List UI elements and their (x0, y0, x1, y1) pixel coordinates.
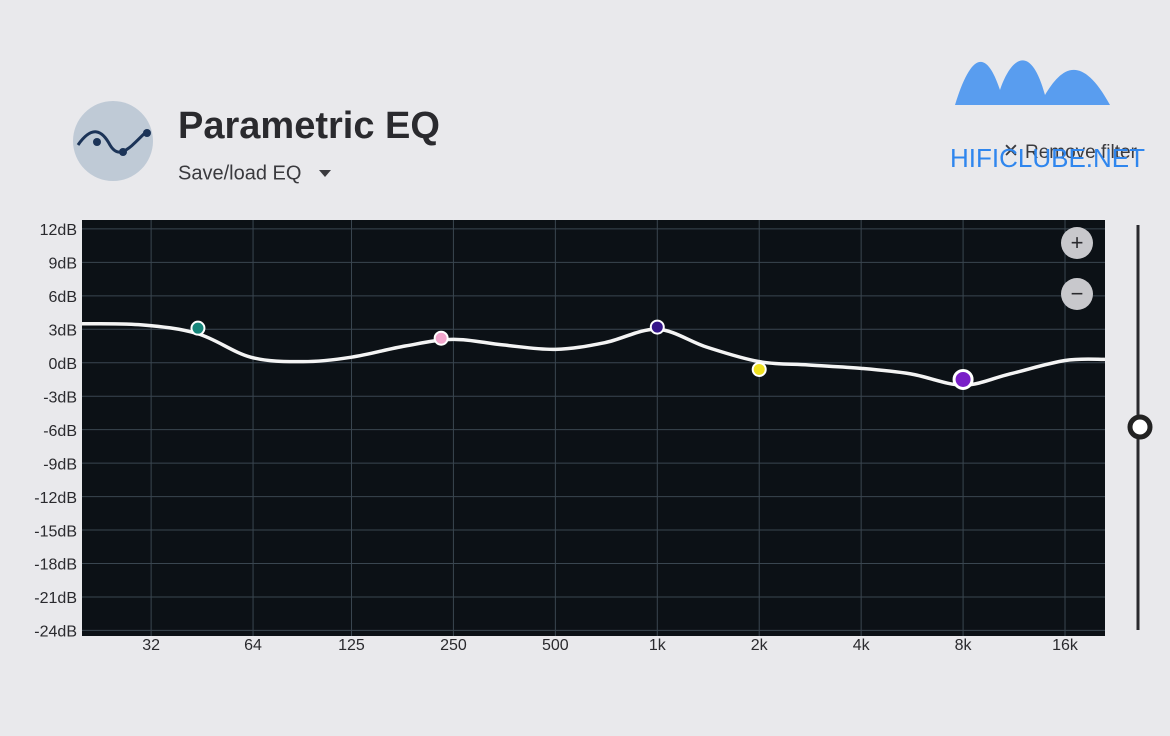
x-tick-label: 250 (440, 637, 467, 654)
eq-icon-curve (76, 128, 150, 154)
x-tick-label: 2k (751, 637, 769, 654)
y-tick-label: 3dB (49, 323, 77, 340)
filter-handle[interactable] (649, 319, 665, 335)
remove-filter-button[interactable]: Remove filter (1025, 142, 1138, 163)
plot-area (82, 220, 1105, 636)
y-tick-label: 6dB (49, 289, 77, 306)
filter-handle[interactable] (751, 361, 767, 377)
watermark: HIFICLUBE.NET (950, 143, 1145, 173)
x-tick-label: 125 (338, 637, 365, 654)
y-tick-label: -24dB (34, 624, 77, 641)
filter-handle[interactable] (433, 330, 449, 346)
eq-icon-dot (119, 148, 127, 156)
dropdown-arrow[interactable] (319, 170, 331, 177)
y-tick-label: -3dB (43, 389, 77, 406)
y-tick-label: -12dB (34, 490, 77, 507)
x-tick-label: 500 (542, 637, 569, 654)
zoom-in-icon[interactable]: + (1071, 230, 1084, 255)
zoom-in-button[interactable] (1061, 227, 1093, 259)
x-tick-label: 1k (649, 637, 667, 654)
plot (81, 220, 1106, 636)
y-tick-label: -18dB (34, 557, 77, 574)
y-tick-label: 0dB (49, 356, 77, 373)
y-tick-label: -21dB (34, 590, 77, 607)
eq-icon (73, 101, 153, 181)
zoom-out-icon[interactable]: − (1071, 281, 1084, 306)
response-curve (81, 321, 1106, 387)
x-tick-label: 16k (1052, 637, 1079, 654)
x-tick-label: 4k (853, 637, 871, 654)
eq-icon-dot (143, 129, 151, 137)
watermark-wave (955, 60, 1110, 105)
y-tick-label: -9dB (43, 456, 77, 473)
remove-icon[interactable]: ✕ (1003, 141, 1019, 162)
filter-handle[interactable] (952, 368, 974, 390)
x-tick-label: 8k (955, 637, 973, 654)
x-tick-label: 32 (142, 637, 160, 654)
x-tick-label: 64 (244, 637, 262, 654)
save-load-dropdown[interactable]: Save/load EQ (178, 162, 301, 184)
y-tick-label: -15dB (34, 523, 77, 540)
y-tick-label: 9dB (49, 256, 77, 273)
y-tick-label: -6dB (43, 423, 77, 440)
eq-icon-dot (93, 138, 101, 146)
y-tick-label: 12dB (40, 222, 77, 239)
title: Parametric EQ (178, 105, 440, 147)
slider-handle[interactable] (1127, 414, 1153, 440)
filter-handle[interactable] (190, 320, 206, 336)
zoom-out-button[interactable] (1061, 278, 1093, 310)
